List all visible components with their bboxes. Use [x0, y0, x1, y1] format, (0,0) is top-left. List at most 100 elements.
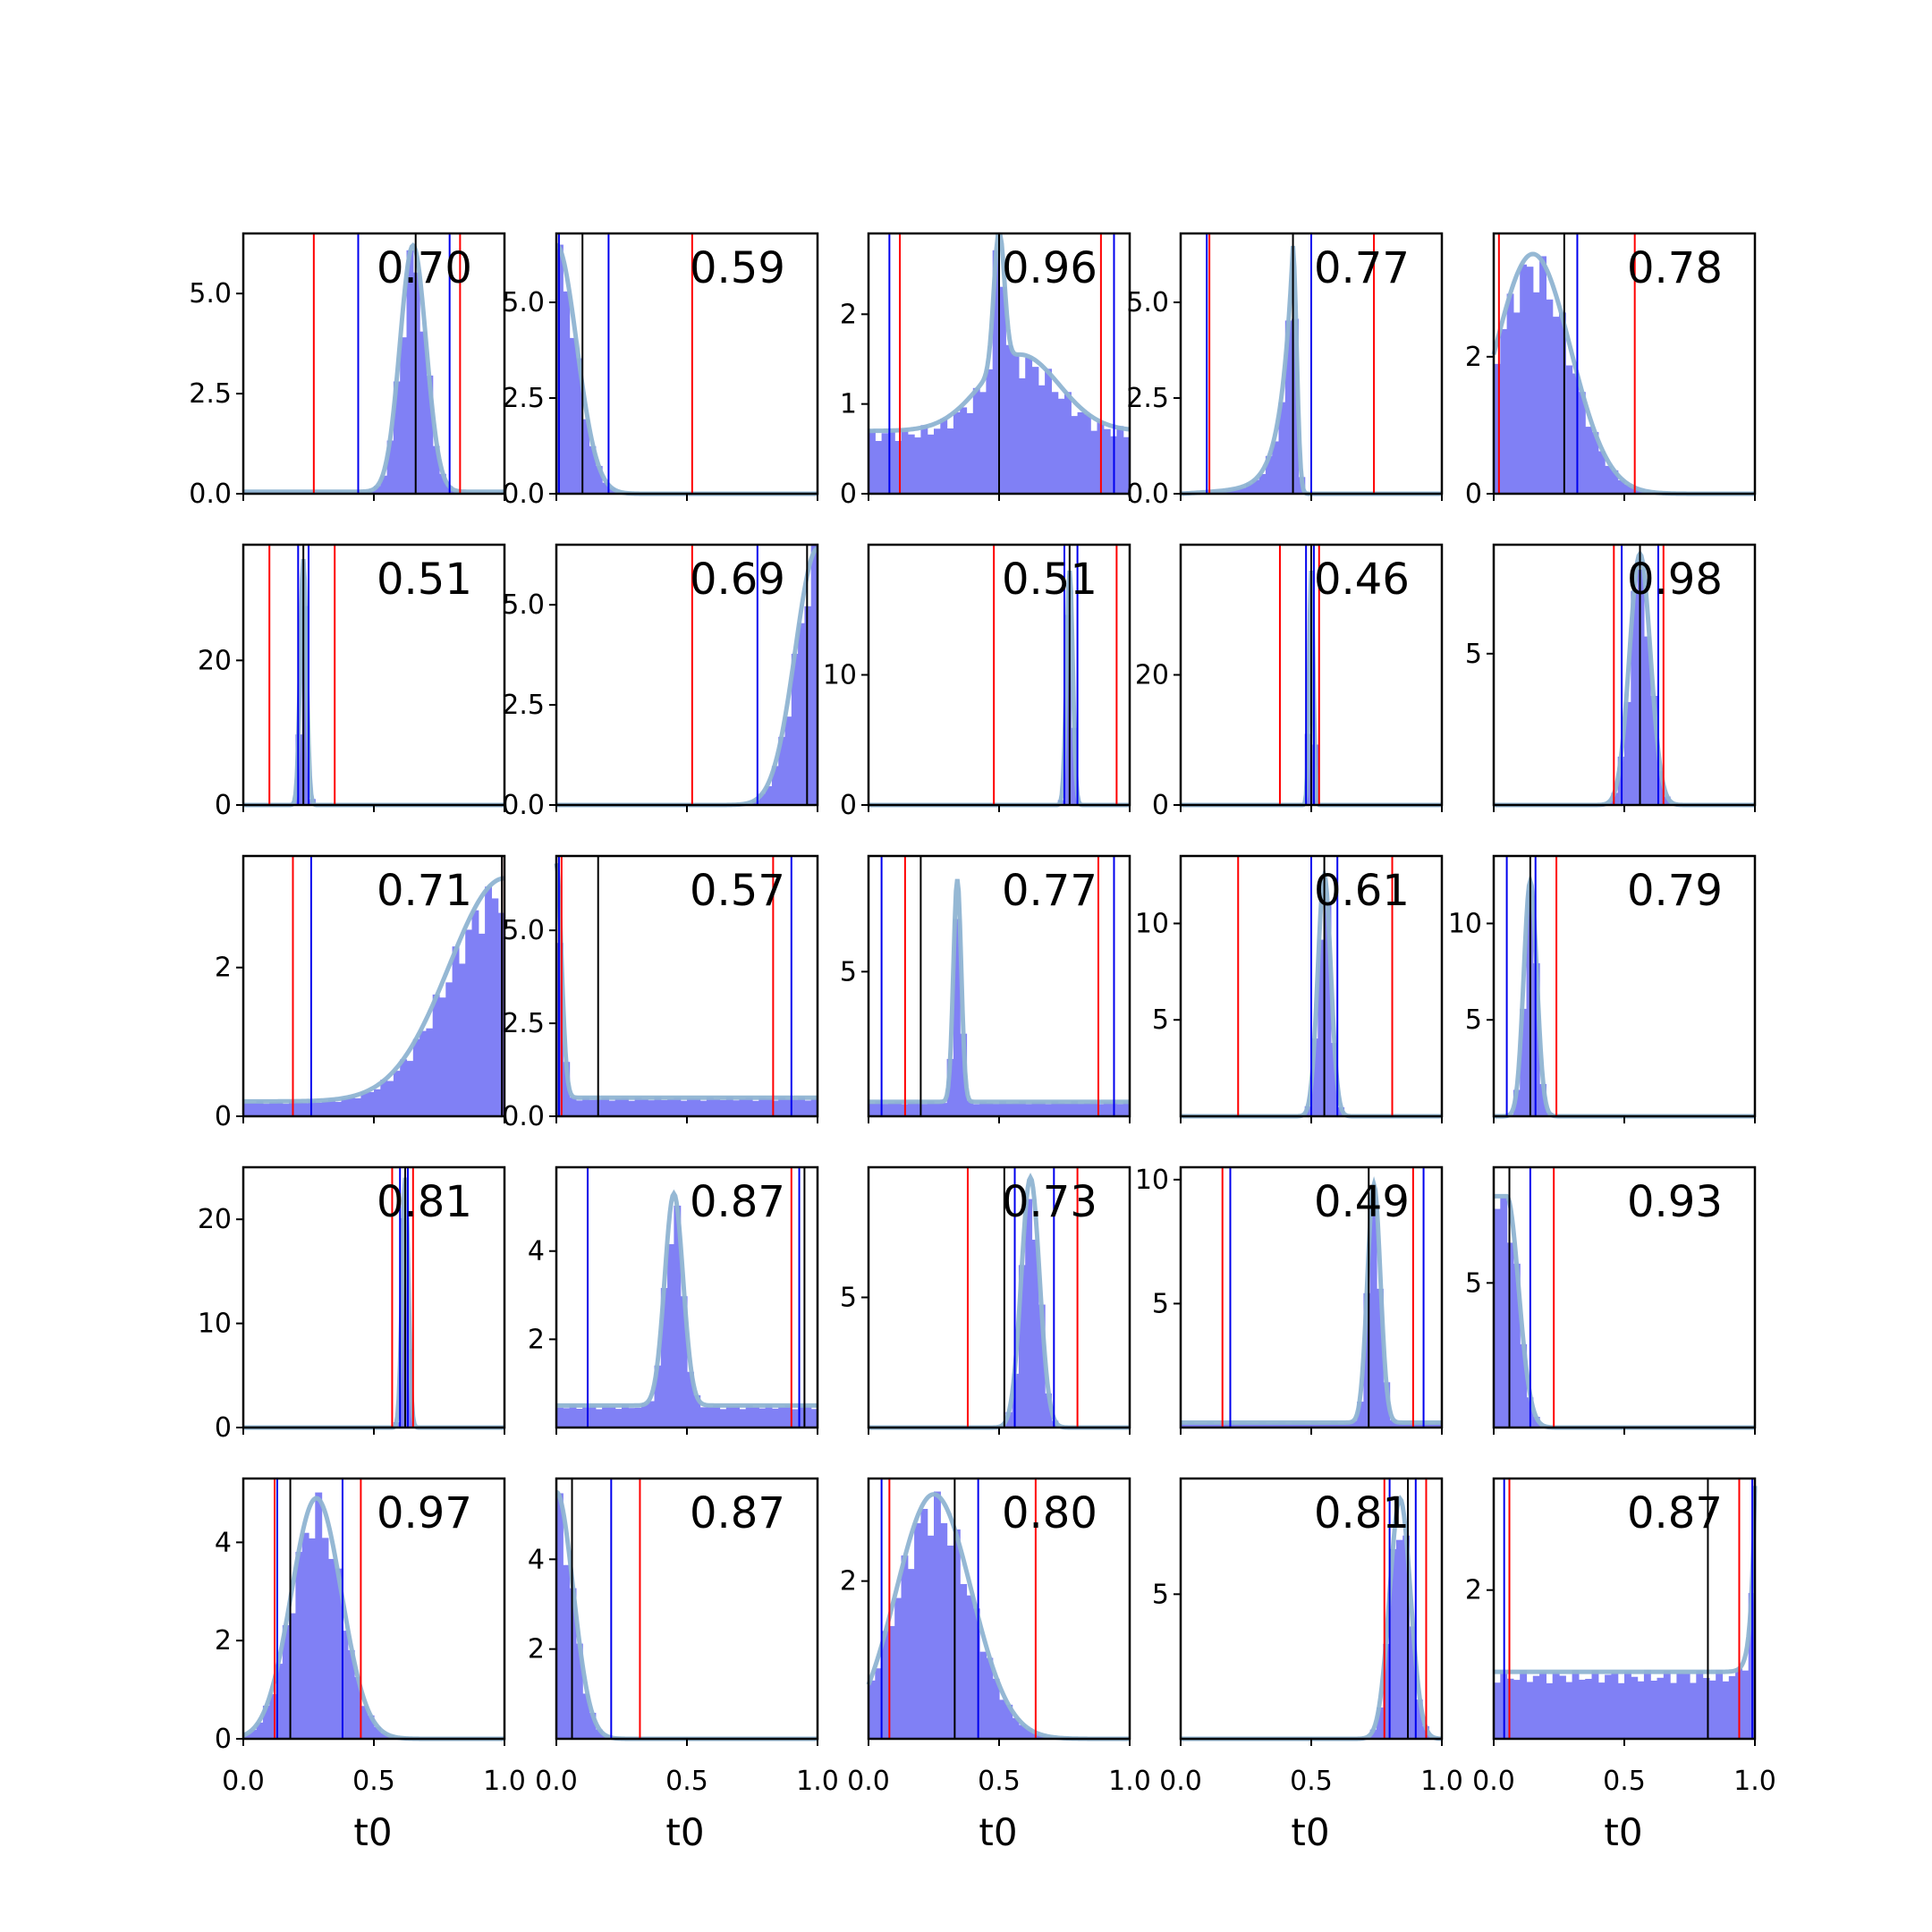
hist-bar [1123, 1101, 1131, 1116]
hist-bar [687, 1097, 694, 1116]
hist-bar [485, 886, 492, 1116]
hist-bar [1690, 1682, 1697, 1739]
hist-bar [269, 1101, 277, 1116]
hist-bar [1369, 1199, 1377, 1428]
hist-bar [713, 1099, 721, 1116]
hist-bar [1187, 1422, 1195, 1428]
hist-bar [275, 1101, 284, 1116]
hist-bar [1597, 451, 1606, 494]
hist-bar [713, 1404, 721, 1428]
hist-bar [1018, 1265, 1026, 1428]
hist-bar [1318, 939, 1326, 1116]
hist-bar [1330, 1043, 1338, 1116]
y-tick-label: 0.0 [502, 790, 545, 821]
panels-group: 0.0 2.5 5.0 0.70 0.0 2.5 5.0 0.59 0 1 2 0.96 0.0 2.5 5… [189, 232, 1776, 1797]
hist-bar [914, 1522, 921, 1739]
hist-bar [1324, 1423, 1332, 1428]
x-label-col-3: t0 [979, 1810, 1017, 1854]
hist-bar [1741, 1670, 1750, 1739]
hist-bar [992, 1104, 1000, 1116]
panel-6: 0 20 0.51 [198, 543, 506, 821]
hist-bar [798, 1405, 805, 1428]
hist-bar [771, 1100, 779, 1116]
hist-bar [739, 1409, 747, 1428]
hist-bar [745, 1097, 753, 1116]
hist-bar [791, 1099, 799, 1116]
hist-bar [1377, 1707, 1384, 1739]
correlation-label: 0.49 [1314, 1177, 1410, 1227]
hist-bar [765, 1404, 773, 1428]
hist-bar [894, 441, 902, 494]
hist-bar [999, 286, 1006, 494]
y-tick-label: 0 [1465, 479, 1482, 510]
hist-bar [640, 1098, 648, 1116]
hist-bar [1025, 1104, 1033, 1116]
hist-bar [556, 244, 564, 494]
hist-bar [1018, 1101, 1026, 1116]
hist-bar [660, 1099, 668, 1116]
x-label-col-2: t0 [665, 1810, 704, 1854]
correlation-label: 0.77 [1002, 866, 1097, 916]
hist-bar [295, 1102, 303, 1116]
hist-bar [1083, 414, 1091, 494]
hist-bar [719, 1099, 727, 1116]
hist-bar [1643, 636, 1651, 805]
hist-bar [1064, 1103, 1072, 1116]
hist-bar [595, 1409, 603, 1428]
hist-bar [887, 1625, 895, 1739]
hist-bar [608, 1100, 616, 1116]
hist-bar [289, 1613, 296, 1739]
correlation-label: 0.93 [1627, 1177, 1723, 1227]
y-tick-label: 5.0 [1126, 287, 1169, 318]
hist-bar [400, 1059, 408, 1116]
hist-bar [491, 898, 499, 1116]
hist-bar [1038, 1102, 1046, 1116]
hist-bar [706, 1097, 714, 1116]
y-tick-label: 2 [528, 1324, 545, 1355]
hist-bar [1031, 1102, 1039, 1116]
hist-bar [1005, 1103, 1013, 1116]
panel-4: 0.0 2.5 5.0 0.77 [1126, 232, 1444, 510]
hist-bar [972, 387, 980, 494]
hist-bar [1292, 1422, 1299, 1428]
hist-bar [940, 1522, 948, 1739]
hist-bar [380, 1080, 388, 1116]
hist-bar [966, 1100, 974, 1116]
y-tick-label: 5 [1152, 1579, 1169, 1610]
hist-bar [1402, 1535, 1411, 1739]
hist-bar [589, 1405, 597, 1428]
hist-bar [1012, 1373, 1020, 1428]
y-tick-label: 0.0 [189, 479, 232, 510]
hist-bar [1337, 1423, 1345, 1428]
hist-bar [1343, 1422, 1352, 1428]
hist-bar [920, 1104, 928, 1116]
hist-bar [1670, 1682, 1677, 1739]
hist-bar [412, 272, 420, 494]
x-tick-label: 0.0 [535, 1766, 578, 1797]
y-tick-label: 2 [1465, 342, 1482, 373]
y-tick-label: 5 [840, 1283, 857, 1314]
hist-bar [979, 1651, 987, 1739]
hist-bar [758, 1408, 767, 1428]
correlation-label: 0.73 [1002, 1177, 1097, 1227]
hist-bar [256, 1101, 264, 1116]
hist-bar [269, 1694, 277, 1739]
hist-bar [1650, 696, 1658, 805]
y-tick-label: 4 [528, 1236, 545, 1267]
hist-bar [648, 1401, 656, 1428]
hist-bar [725, 1097, 733, 1116]
hist-bar [999, 1699, 1006, 1739]
hist-bar [595, 465, 603, 494]
hist-bar [654, 1365, 662, 1428]
hist-bar [765, 785, 773, 805]
x-tick-label: 0.5 [1603, 1766, 1646, 1797]
hist-bar [452, 946, 460, 1116]
y-tick-label: 20 [1135, 660, 1169, 691]
hist-bar [1207, 1422, 1215, 1428]
hist-bar [1083, 1103, 1091, 1116]
hist-bar [563, 1564, 571, 1739]
hist-bar [250, 1102, 258, 1116]
correlation-label: 0.57 [690, 866, 785, 916]
hist-bar [1585, 1678, 1593, 1739]
hist-bar [706, 1407, 714, 1428]
